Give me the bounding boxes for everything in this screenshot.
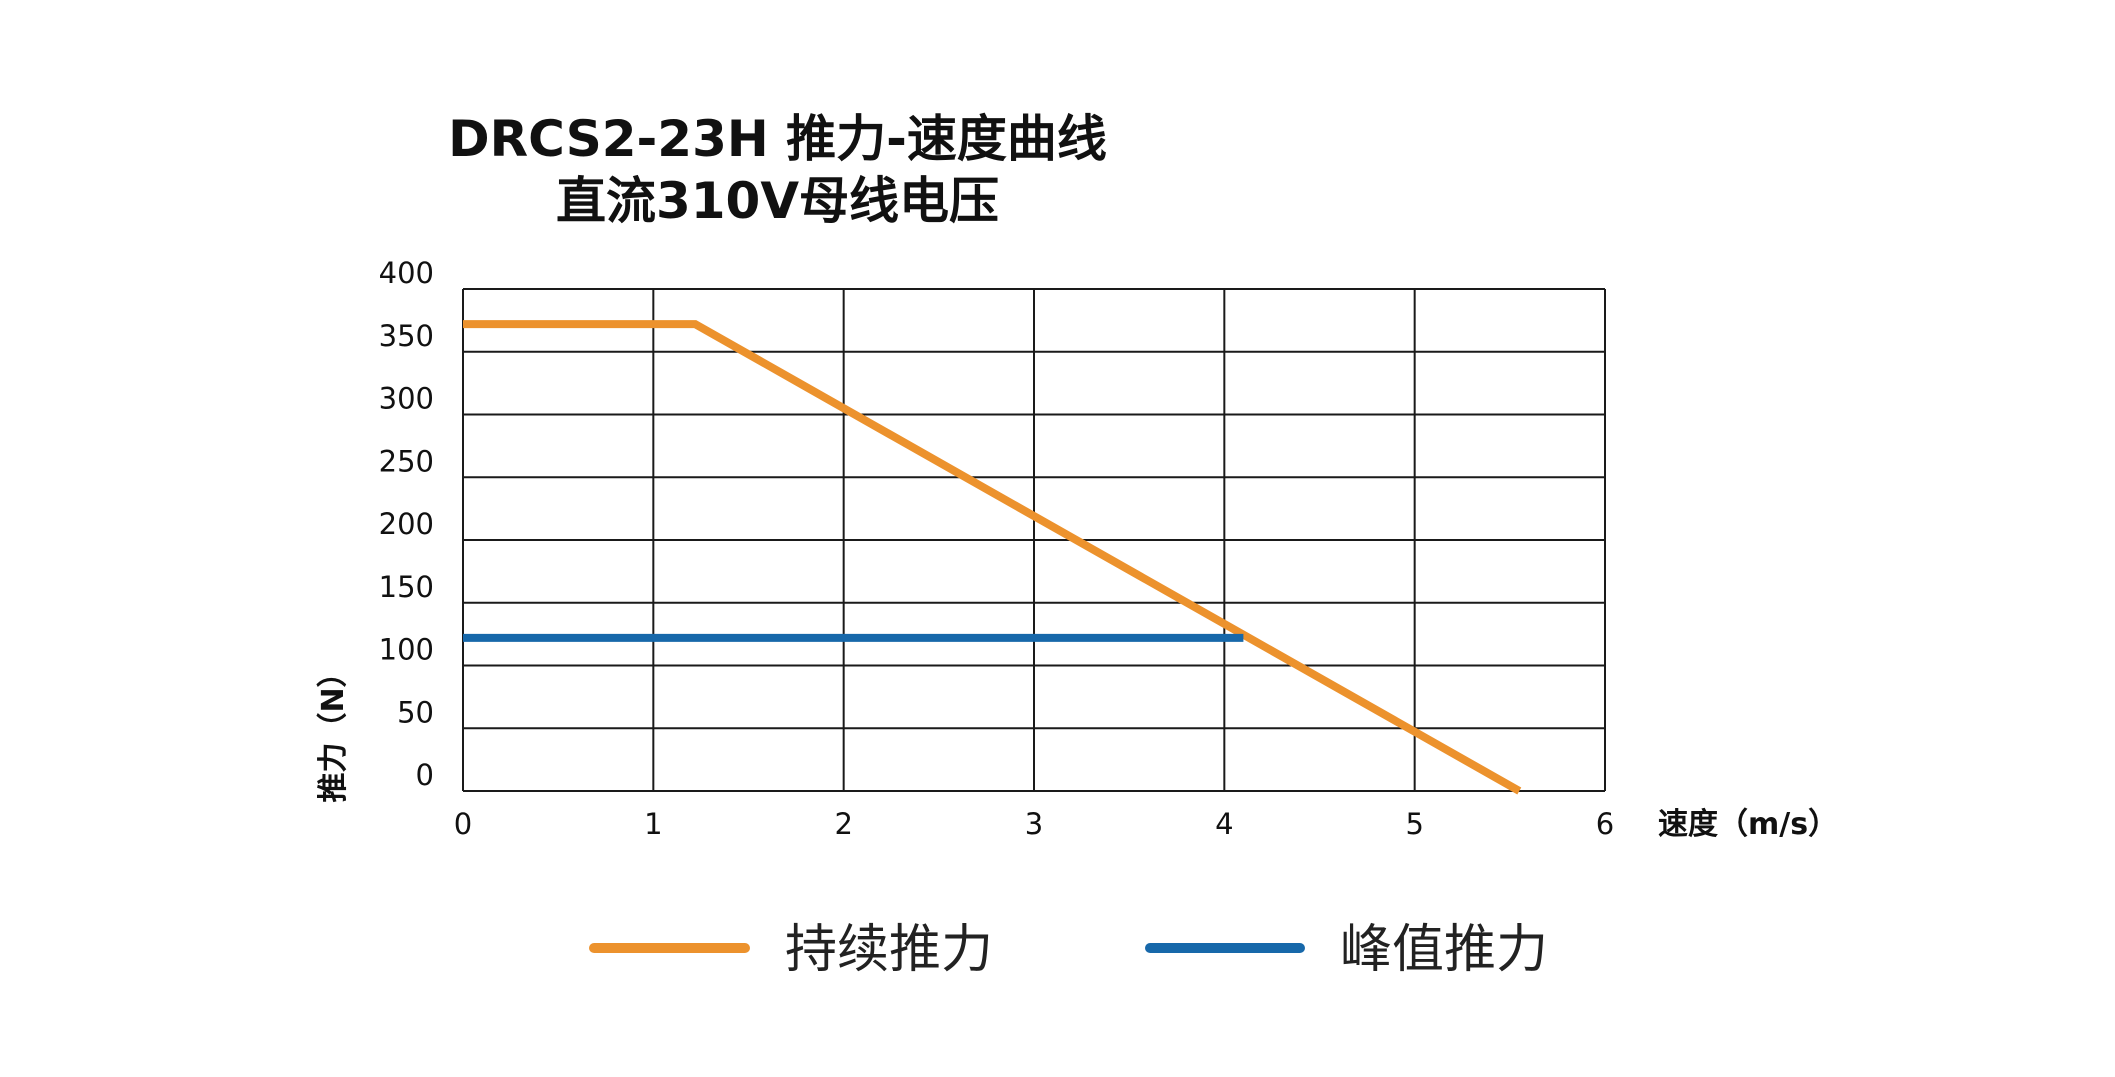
y-tick-label: 400: [379, 256, 434, 290]
y-tick-label: 100: [379, 633, 434, 667]
chart-series: [463, 320, 1522, 795]
y-tick-label: 250: [379, 444, 434, 478]
chart-title: DRCS2-23H 推力-速度曲线: [448, 110, 1107, 168]
x-tick-label: 5: [1405, 807, 1423, 841]
chart-subtitle: 直流310V母线电压: [555, 172, 1000, 230]
series-line-0: [463, 320, 1522, 795]
x-tick-label: 4: [1215, 807, 1233, 841]
legend-label-continuous: 持续推力: [785, 920, 994, 980]
chart-axis-labels: 速度（m/s） 推力（N）: [316, 657, 1838, 842]
y-tick-label: 300: [379, 382, 434, 416]
x-tick-label: 3: [1025, 807, 1043, 841]
x-axis-label: 速度（m/s）: [1658, 807, 1838, 842]
y-tick-label: 0: [416, 758, 434, 792]
chart-title-block: DRCS2-23H 推力-速度曲线 直流310V母线电压: [0, 108, 1555, 232]
x-tick-label: 6: [1596, 807, 1614, 841]
x-tick-label: 1: [644, 807, 662, 841]
legend-label-peak: 峰值推力: [1340, 920, 1549, 980]
y-axis-label: 推力（N）: [316, 657, 351, 802]
y-tick-label: 50: [397, 695, 434, 729]
chart-ticks: 0 1 2 3 4 5 6 0 50 100 150 200 250 300 350 400: [379, 256, 1615, 841]
y-tick-label: 150: [379, 570, 434, 604]
y-tick-label: 350: [379, 319, 434, 353]
x-tick-label: 0: [454, 807, 472, 841]
y-tick-label: 200: [379, 507, 434, 541]
x-tick-label: 2: [834, 807, 852, 841]
chart-grid: [462, 288, 1606, 792]
